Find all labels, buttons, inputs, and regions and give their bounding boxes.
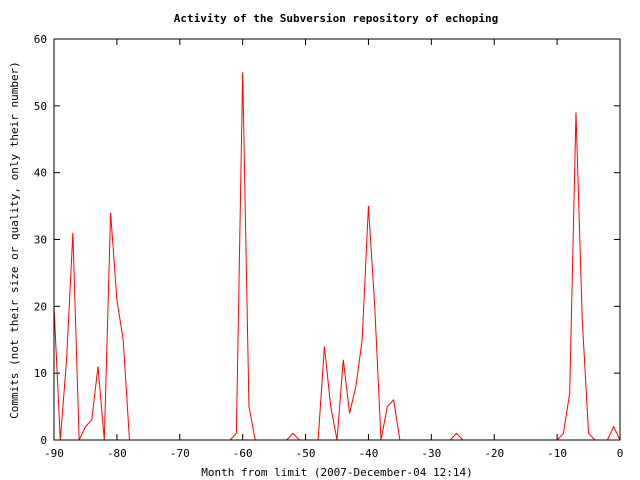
x-tick-label: -90 [44, 447, 64, 460]
chart-title: Activity of the Subversion repository of… [174, 12, 499, 25]
y-tick-label: 50 [34, 100, 47, 113]
y-axis: 0 10 20 30 40 50 60 [34, 33, 620, 447]
y-tick-label: 30 [34, 234, 47, 247]
x-axis-label: Month from limit (2007-December-04 12:14… [201, 466, 473, 479]
x-tick-label: -20 [484, 447, 504, 460]
x-tick-label: -40 [359, 447, 379, 460]
x-tick-label: -60 [233, 447, 253, 460]
y-tick-label: 60 [34, 33, 47, 46]
y-axis-label: Commits (not their size or quality, only… [8, 61, 21, 419]
x-tick-label: -30 [421, 447, 441, 460]
x-tick-label: -80 [107, 447, 127, 460]
x-tick-label: -10 [547, 447, 567, 460]
series-line [53, 72, 621, 441]
x-axis: -90 -80 -70 -60 -50 -40 -30 -20 -10 0 [44, 39, 623, 460]
y-tick-label: 0 [40, 434, 47, 447]
y-tick-label: 20 [34, 300, 47, 313]
y-tick-label: 10 [34, 367, 47, 380]
x-tick-label: 0 [617, 447, 624, 460]
plot-frame [53, 38, 621, 441]
y-tick-label: 40 [34, 167, 47, 180]
x-tick-label: -70 [170, 447, 190, 460]
x-tick-label: -50 [296, 447, 316, 460]
